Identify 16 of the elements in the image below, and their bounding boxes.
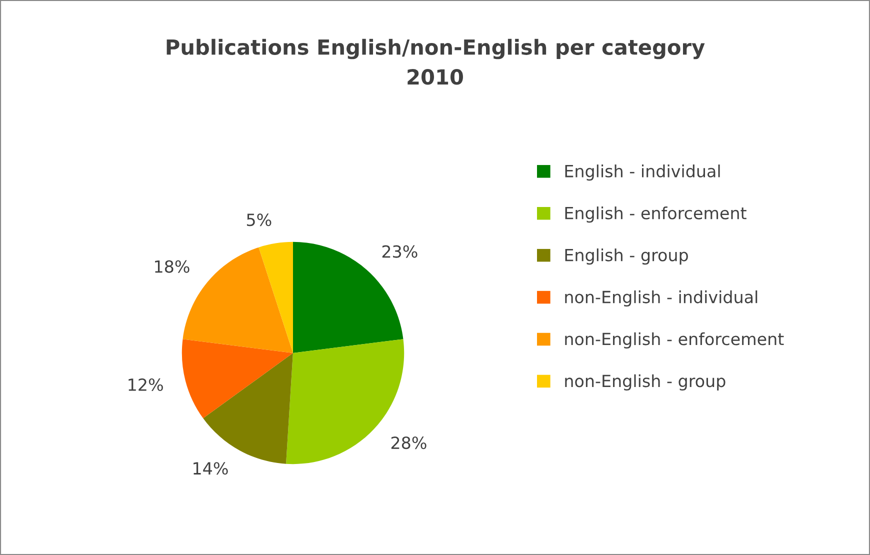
data-label: 18% [155,260,190,273]
pie-slice [258,242,293,353]
data-label: 5% [246,214,272,226]
legend-label: English - enforcement [565,206,746,223]
pie-slice [182,339,293,418]
legend-label: English - group [565,248,688,265]
legend-label: non-English - enforcement [565,332,784,349]
data-label: 14% [194,462,228,475]
data-label: 28% [391,436,426,450]
pie-slice [203,353,293,464]
legend-label: non-English - individual [565,290,758,307]
data-label: 12% [128,378,163,391]
legend-label: English - individual [565,164,720,181]
legend-label: non-English - group [565,374,726,390]
chart-title: Publications English/non-English per category 2010 [166,38,705,85]
data-label: 23% [382,245,418,258]
